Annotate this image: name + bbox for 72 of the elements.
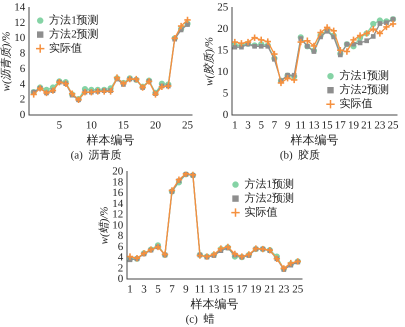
legend-label: 方法2预测 (340, 83, 389, 96)
x-tick-label: 23 (278, 284, 290, 296)
y-tick-label: 12 (14, 16, 26, 29)
y-axis-title: w(蜡)/% (97, 206, 110, 244)
y-tick-label: 12 (112, 208, 124, 221)
x-tick-label: 7 (272, 120, 278, 132)
legend-label: 方法1预测 (340, 69, 389, 82)
legend-label: 方法2预测 (49, 27, 99, 40)
text: (a) 沥青质 (70, 148, 122, 162)
y-tick-label: 18 (112, 176, 124, 188)
y-tick-label: 6 (20, 62, 26, 75)
x-tick-label: 5 (258, 120, 264, 132)
x-tick-label: 21 (361, 120, 372, 132)
y-axis-title: w(沥青质)/% (0, 31, 12, 92)
x-tick-label: 15 (322, 120, 334, 132)
y-tick-label: 10 (217, 66, 229, 78)
y-tick-label: 25 (217, 1, 229, 14)
x-tick-label: 11 (295, 120, 306, 132)
x-axis-title: 样本编号 (190, 296, 239, 311)
x-tick-label: 25 (182, 120, 194, 132)
y-tick-label: 10 (14, 32, 26, 44)
x-tick-label: 1 (127, 284, 133, 296)
y-tick-label: 2 (118, 262, 124, 274)
y-tick-label: 2 (20, 94, 26, 106)
legend-label: 方法2预测 (244, 191, 294, 204)
text: (b) 胶质 (280, 148, 320, 162)
x-tick-label: 17 (236, 284, 248, 296)
x-tick-label: 3 (245, 120, 252, 132)
y-tick-label: 4 (20, 78, 26, 90)
y-tick-label: 20 (217, 23, 229, 36)
y-tick-label: 6 (118, 240, 124, 253)
x-tick-label: 9 (183, 284, 190, 296)
y-tick-label: 14 (112, 198, 124, 210)
y-tick-label: 14 (14, 1, 26, 14)
x-tick-label: 25 (292, 284, 304, 296)
y-tick-label: 10 (112, 219, 124, 232)
y-tick-label: 15 (217, 44, 229, 57)
x-tick-label: 19 (250, 284, 262, 296)
x-tick-label: 5 (56, 120, 63, 132)
x-tick-label: 9 (284, 120, 291, 132)
legend-label: 实际值 (340, 97, 372, 110)
text: (c) 蜡 (186, 312, 214, 326)
legend-label: 实际值 (244, 205, 278, 218)
y-tick-label: 8 (118, 230, 124, 242)
x-tick-label: 17 (334, 120, 346, 132)
x-tick-label: 10 (86, 120, 98, 132)
y-tick-label: 5 (222, 88, 229, 100)
legend-label: 实际值 (49, 41, 82, 54)
x-tick-label: 20 (150, 120, 162, 132)
x-tick-label: 1 (232, 120, 238, 132)
y-tick-label: 4 (118, 252, 124, 264)
x-tick-label: 21 (264, 284, 276, 296)
x-tick-label: 3 (141, 284, 148, 296)
y-tick-label: 0 (118, 273, 124, 286)
x-tick-label: 13 (308, 120, 320, 132)
y-tick-label: 0 (20, 109, 26, 122)
x-tick-label: 5 (155, 284, 162, 296)
x-tick-label: 23 (374, 120, 386, 132)
y-tick-label: 8 (20, 48, 26, 60)
x-tick-label: 25 (388, 120, 400, 132)
legend-label: 方法1预测 (244, 177, 294, 190)
x-axis-title: 样本编号 (86, 132, 135, 147)
x-tick-label: 11 (194, 284, 206, 296)
y-tick-label: 0 (222, 109, 229, 122)
x-tick-label: 13 (208, 284, 220, 296)
x-tick-label: 7 (169, 284, 176, 296)
legend-label: 方法1预测 (49, 13, 99, 26)
y-tick-label: 16 (112, 187, 124, 200)
x-axis-title: 样本编号 (290, 132, 339, 147)
y-tick-label: 20 (112, 165, 124, 178)
y-axis-title: w(胶质)/% (202, 36, 216, 86)
x-tick-label: 19 (348, 120, 360, 132)
